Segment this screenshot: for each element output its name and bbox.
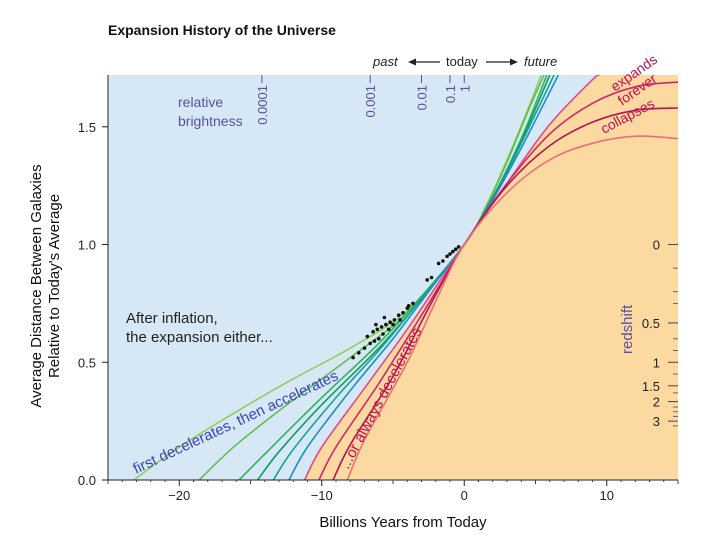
redshift-tick-label: 3 bbox=[653, 414, 660, 429]
observation-point bbox=[374, 322, 378, 327]
observation-point bbox=[429, 275, 434, 280]
series-line-9 bbox=[332, 107, 678, 480]
redshift-tick-label: 0.5 bbox=[642, 316, 660, 331]
observation-point bbox=[396, 313, 401, 318]
series-line-6 bbox=[288, 75, 560, 480]
x-tick-label: 10 bbox=[600, 488, 614, 503]
observation-point bbox=[388, 320, 392, 325]
observation-point bbox=[377, 336, 381, 341]
axes: −20 −10 0 100.00.51.01.50.0001 0.001 0.01 0.1 1… bbox=[78, 75, 679, 503]
x-tick-label: −20 bbox=[168, 488, 190, 503]
series-line-10 bbox=[346, 135, 678, 480]
redshift-tick-label: 1.5 bbox=[642, 379, 660, 394]
brightness-tick-label: 0.0001 bbox=[255, 85, 270, 125]
y-axis-label-line2: Relative to Today's Average bbox=[46, 194, 63, 378]
observation-point bbox=[365, 334, 370, 339]
observation-point bbox=[441, 259, 445, 263]
brightness-tick-label: 1 bbox=[457, 85, 472, 92]
observation-point bbox=[445, 254, 449, 259]
timeline-future: future bbox=[524, 54, 557, 69]
annotation-after-inflation-1: After inflation, bbox=[126, 310, 218, 327]
y-tick-label: 0.0 bbox=[78, 473, 96, 488]
observation-point bbox=[371, 329, 375, 334]
brightness-tick-label: 0.1 bbox=[443, 85, 458, 103]
arrow-right-head-icon bbox=[510, 58, 518, 66]
observation-point bbox=[456, 245, 461, 249]
brightness-label-line1: relative bbox=[178, 94, 223, 110]
redshift-tick-label: 1 bbox=[653, 355, 660, 370]
y-tick-label: 0.5 bbox=[78, 355, 96, 370]
observation-point bbox=[357, 351, 361, 355]
series-line-7 bbox=[303, 75, 601, 480]
observation-point bbox=[381, 332, 385, 336]
observation-point bbox=[375, 327, 380, 332]
y-axis-label-line1: Average Distance Between Galaxies bbox=[28, 164, 45, 407]
observation-point bbox=[401, 311, 405, 315]
observation-point bbox=[411, 301, 415, 306]
observation-point bbox=[391, 322, 395, 327]
observation-point bbox=[382, 315, 387, 320]
observation-point bbox=[398, 318, 402, 322]
arrow-left-head-icon bbox=[408, 58, 416, 66]
redshift-tick-label: 2 bbox=[653, 395, 660, 410]
observation-point bbox=[436, 261, 441, 266]
y-tick-label: 1.0 bbox=[78, 238, 96, 253]
observation-point bbox=[406, 304, 411, 308]
brightness-tick-label: 0.01 bbox=[415, 85, 430, 110]
observation-point bbox=[379, 325, 384, 329]
observation-point bbox=[384, 322, 388, 327]
timeline-today: today bbox=[446, 54, 478, 69]
observation-point bbox=[453, 247, 458, 251]
brightness-label-line2: brightness bbox=[178, 113, 243, 129]
observation-point bbox=[386, 327, 391, 332]
series-line-1 bbox=[133, 75, 542, 480]
observation-points bbox=[351, 245, 461, 360]
y-tick-label: 1.5 bbox=[78, 120, 96, 135]
observation-point bbox=[351, 355, 355, 360]
series-line-5 bbox=[272, 75, 555, 480]
observation-point bbox=[362, 346, 367, 350]
x-tick-label: 0 bbox=[461, 488, 468, 503]
timeline-annotation: past today future bbox=[372, 54, 557, 69]
observation-point bbox=[448, 252, 452, 256]
series-lines bbox=[133, 75, 678, 480]
redshift-tick-label: 0 bbox=[653, 238, 660, 253]
observation-point bbox=[368, 341, 373, 346]
redshift-label: redshift bbox=[619, 304, 636, 354]
observation-point bbox=[425, 278, 430, 282]
timeline-past: past bbox=[372, 54, 399, 69]
chart-title: Expansion History of the Universe bbox=[108, 22, 336, 38]
x-axis-label: Billions Years from Today bbox=[319, 514, 487, 531]
observation-point bbox=[392, 318, 397, 322]
observation-point bbox=[451, 249, 455, 254]
brightness-tick-label: 0.001 bbox=[363, 85, 378, 118]
annotation-after-inflation-2: the expansion either... bbox=[126, 329, 273, 346]
x-tick-label: −10 bbox=[311, 488, 333, 503]
observation-point bbox=[372, 339, 377, 343]
